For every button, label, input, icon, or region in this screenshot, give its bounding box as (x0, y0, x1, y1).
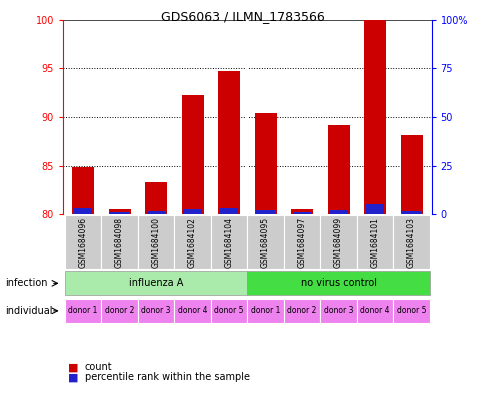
Bar (363, 20, 385, 214)
Bar (65, 299, 101, 323)
Bar (65, 271, 247, 296)
Text: count: count (85, 362, 112, 373)
Bar (211, 215, 247, 269)
Bar (108, 209, 130, 214)
Text: GSM1684097: GSM1684097 (297, 217, 306, 268)
Text: GSM1684102: GSM1684102 (188, 217, 197, 268)
Bar (247, 271, 429, 296)
Text: individual: individual (5, 306, 52, 316)
Bar (329, 210, 347, 214)
Bar (319, 299, 356, 323)
Bar (219, 208, 238, 214)
Text: influenza A: influenza A (129, 278, 183, 288)
Bar (327, 125, 349, 214)
Bar (290, 209, 312, 214)
Text: GSM1684101: GSM1684101 (370, 217, 379, 268)
Bar (147, 211, 165, 214)
Bar (137, 215, 174, 269)
Bar (292, 212, 311, 214)
Bar (137, 299, 174, 323)
Bar (101, 215, 137, 269)
Bar (174, 215, 211, 269)
Bar (356, 215, 393, 269)
Bar (74, 208, 92, 214)
Bar (247, 299, 283, 323)
Bar (72, 167, 94, 214)
Text: donor 4: donor 4 (360, 307, 389, 315)
Text: GSM1684098: GSM1684098 (115, 217, 124, 268)
Bar (393, 215, 429, 269)
Bar (400, 136, 422, 214)
Bar (319, 215, 356, 269)
Bar (211, 299, 247, 323)
Text: donor 5: donor 5 (396, 307, 425, 315)
Text: no virus control: no virus control (300, 278, 376, 288)
Text: GSM1684103: GSM1684103 (406, 217, 415, 268)
Text: GSM1684100: GSM1684100 (151, 217, 160, 268)
Text: donor 3: donor 3 (141, 307, 170, 315)
Bar (401, 211, 420, 214)
Text: GSM1684095: GSM1684095 (260, 217, 270, 268)
Bar (247, 215, 283, 269)
Bar (356, 299, 393, 323)
Text: GSM1684096: GSM1684096 (78, 217, 88, 268)
Text: donor 1: donor 1 (250, 307, 280, 315)
Bar (110, 212, 129, 214)
Text: donor 5: donor 5 (214, 307, 243, 315)
Text: ■: ■ (68, 372, 78, 382)
Text: donor 2: donor 2 (287, 307, 316, 315)
Bar (101, 299, 137, 323)
Bar (365, 204, 384, 214)
Bar (145, 182, 166, 214)
Text: GSM1684104: GSM1684104 (224, 217, 233, 268)
Text: donor 4: donor 4 (178, 307, 207, 315)
Bar (393, 299, 429, 323)
Text: donor 1: donor 1 (68, 307, 98, 315)
Bar (183, 209, 201, 214)
Bar (65, 215, 101, 269)
Bar (182, 95, 203, 214)
Bar (283, 299, 319, 323)
Bar (283, 215, 319, 269)
Text: percentile rank within the sample: percentile rank within the sample (85, 372, 249, 382)
Text: GSM1684099: GSM1684099 (333, 217, 342, 268)
Text: donor 3: donor 3 (323, 307, 353, 315)
Text: infection: infection (5, 278, 47, 288)
Bar (256, 210, 274, 214)
Bar (174, 299, 211, 323)
Bar (218, 71, 240, 214)
Text: ■: ■ (68, 362, 78, 373)
Text: donor 2: donor 2 (105, 307, 134, 315)
Bar (254, 113, 276, 214)
Text: GDS6063 / ILMN_1783566: GDS6063 / ILMN_1783566 (160, 10, 324, 23)
